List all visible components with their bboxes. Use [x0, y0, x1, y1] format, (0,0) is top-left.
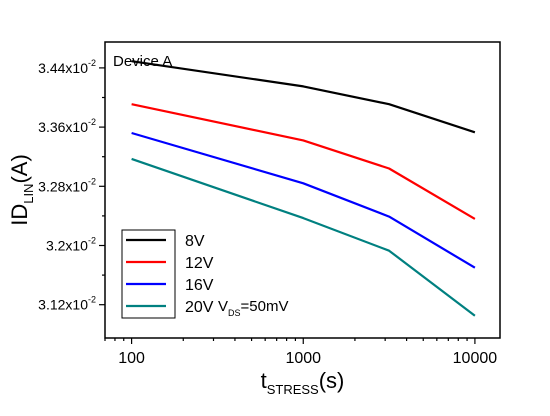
legend-label: 12V: [185, 255, 214, 272]
x-tick-label: 10000: [453, 350, 498, 367]
legend-label: 20V: [185, 299, 214, 316]
series-line-12V: [131, 103, 476, 220]
y-tick-label: 3.36x10-2: [38, 117, 96, 135]
vds-annotation: VDS=50mV: [218, 298, 288, 318]
y-tick-label: 3.12x10-2: [38, 295, 96, 313]
y-tick-label: 3.28x10-2: [38, 176, 96, 194]
device-annotation: Device A: [113, 53, 172, 70]
x-tick-label: 1000: [285, 350, 321, 367]
y-axis-label: IDLIN(A): [7, 154, 36, 226]
y-tick-label: 3.2x10-2: [46, 236, 96, 254]
series-line-20V: [131, 157, 476, 317]
series-line-8V: [131, 60, 476, 134]
plot-frame: [104, 41, 501, 339]
x-tick-label: 100: [118, 350, 145, 367]
legend-box: [121, 229, 176, 319]
legend-label: 16V: [185, 277, 214, 294]
legend-label: 8V: [185, 233, 205, 250]
x-axis-label: tSTRESS(s): [261, 368, 345, 397]
series-line-16V: [131, 131, 476, 269]
y-tick-label: 3.44x10-2: [38, 58, 96, 76]
